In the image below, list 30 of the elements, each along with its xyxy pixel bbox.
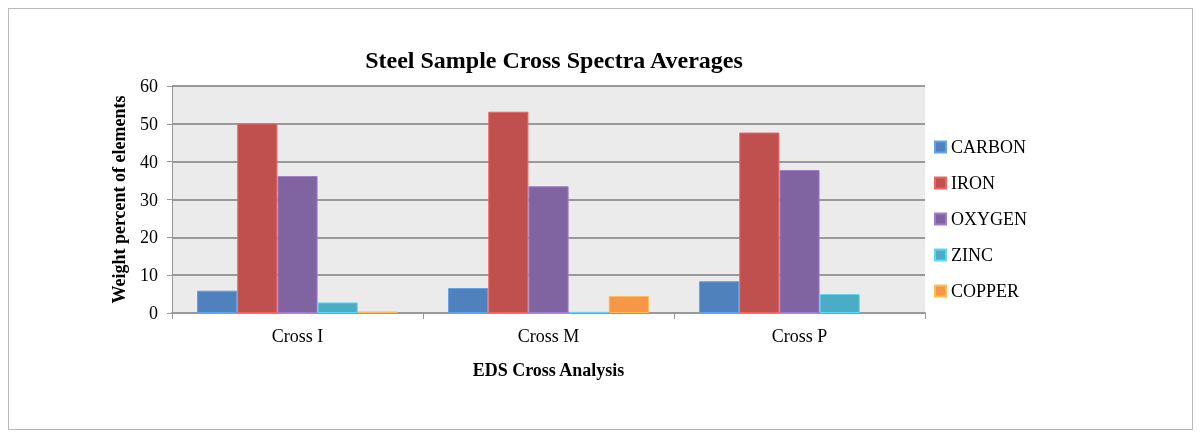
bar: [528, 186, 569, 313]
bar: [488, 111, 529, 313]
bar: [608, 295, 649, 313]
bar: [317, 302, 358, 313]
bar: [739, 132, 780, 313]
legend-label: OXYGEN: [951, 209, 1027, 229]
chart-title: Steel Sample Cross Spectra Averages: [365, 47, 743, 73]
x-axis-title: EDS Cross Analysis: [472, 360, 625, 380]
bar: [699, 281, 740, 313]
y-tick-label: 0: [149, 303, 158, 323]
x-tick-label: Cross M: [517, 326, 580, 346]
bar: [448, 288, 489, 313]
y-tick-label: 60: [140, 76, 158, 96]
bar: [197, 290, 238, 313]
bar: [779, 169, 820, 313]
y-tick-label: 30: [140, 189, 158, 210]
y-tick-label: 50: [140, 113, 158, 134]
bar: [237, 123, 278, 313]
y-tick-label: 40: [140, 151, 158, 172]
y-axis-title: Weight percent of elements: [109, 95, 130, 304]
x-tick-label: Cross P: [771, 326, 828, 346]
bar: [277, 176, 318, 313]
bar: [819, 294, 860, 313]
legend-label: CARBON: [951, 137, 1027, 157]
y-tick-label: 10: [140, 265, 158, 286]
legend-label: COPPER: [951, 281, 1020, 301]
y-tick-label: 20: [140, 227, 158, 248]
legend-label: ZINC: [951, 245, 993, 265]
x-tick-label: Cross I: [271, 326, 324, 346]
legend-label: IRON: [951, 173, 995, 193]
